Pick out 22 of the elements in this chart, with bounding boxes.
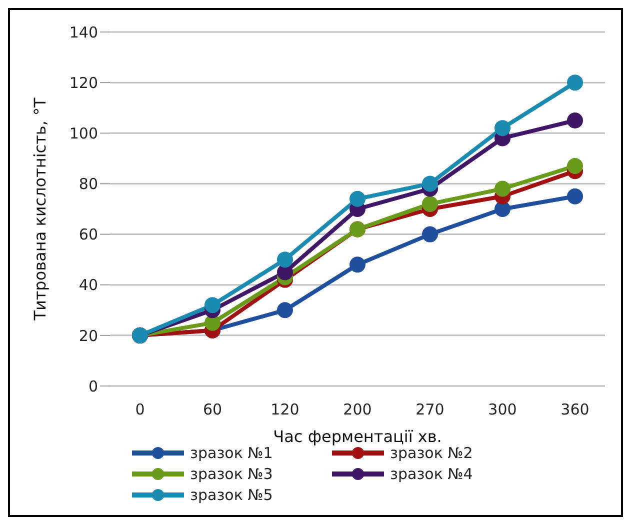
legend-label: зразок №4	[390, 464, 473, 482]
y-axis-title: Титрована кислотність, °Т	[30, 97, 50, 322]
legend-label: зразок №1	[190, 444, 273, 462]
y-tick-label: 80	[78, 175, 98, 194]
x-tick-label: 60	[202, 400, 222, 419]
y-tick-label: 120	[69, 74, 98, 92]
y-tick-label: 100	[69, 124, 98, 142]
x-tick-label: 300	[488, 400, 517, 419]
x-tick-label: 0	[135, 400, 145, 419]
y-tick-label: 20	[78, 326, 98, 345]
y-tick-label: 40	[78, 276, 98, 294]
x-axis-title: Час ферментації хв.	[273, 427, 442, 446]
y-tick-label: 60	[78, 226, 98, 244]
legend-label: зразок №5	[190, 486, 273, 504]
legend-label: зразок №3	[190, 464, 273, 482]
x-tick-label: 360	[560, 400, 590, 419]
y-tick-label: 0	[88, 377, 98, 396]
legend-label: зразок №2	[390, 444, 473, 462]
x-tick-label: 270	[416, 400, 444, 419]
x-tick-label: 200	[343, 400, 372, 419]
y-tick-label: 140	[69, 23, 98, 42]
x-tick-label: 120	[270, 400, 300, 419]
